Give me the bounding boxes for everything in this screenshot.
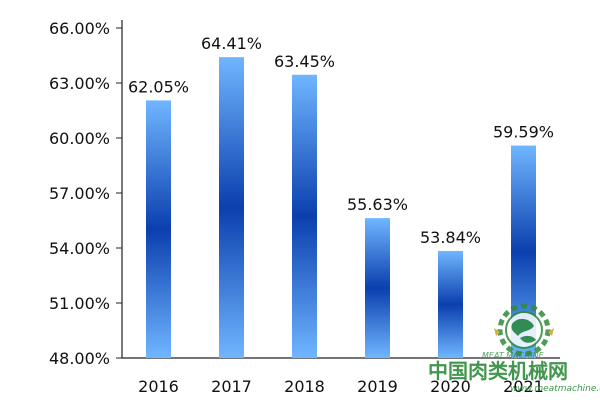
data-label-2016: 62.05% xyxy=(128,77,189,96)
data-label-2018: 63.45% xyxy=(274,52,335,71)
y-tick-label: 63.00% xyxy=(49,74,110,93)
x-tick-label: 2019 xyxy=(357,377,398,396)
watermark-logo-text: MEAT MACHINE xyxy=(482,351,545,360)
y-tick-label: 48.00% xyxy=(49,349,110,368)
data-label-2017: 64.41% xyxy=(201,34,262,53)
y-tick-label: 57.00% xyxy=(49,184,110,203)
bars xyxy=(146,57,536,359)
watermark-text: 中国肉类机械网 xyxy=(428,359,568,383)
x-tick-label: 2021 xyxy=(503,377,544,396)
x-axis: 2016 2017 2018 2019 2020 2021 xyxy=(122,357,560,396)
bar-2018 xyxy=(292,74,317,358)
bar-2017 xyxy=(219,57,244,359)
y-axis: 48.00% 51.00% 54.00% 57.00% 60.00% 63.00% 66.0… xyxy=(49,19,123,368)
data-label-2020: 53.84% xyxy=(420,228,481,247)
x-tick-label: 2017 xyxy=(211,377,252,396)
data-labels: 62.05% 64.41% 63.45% 55.63% 53.84% 59.59% xyxy=(128,34,554,247)
data-label-2021: 59.59% xyxy=(493,123,554,142)
watermark: MEAT MACHINE 中国肉类机械网 www.meatmachine.cn xyxy=(428,300,600,400)
y-tick-label: 66.00% xyxy=(49,19,110,38)
x-tick-label: 2020 xyxy=(430,377,471,396)
x-tick-label: 2018 xyxy=(284,377,325,396)
bar-2020 xyxy=(438,250,463,358)
y-tick-label: 54.00% xyxy=(49,239,110,258)
gear-globe-icon: MEAT MACHINE xyxy=(482,303,554,360)
y-tick-label: 51.00% xyxy=(49,294,110,313)
y-tick-label: 60.00% xyxy=(49,129,110,148)
bar-2019 xyxy=(365,218,390,358)
bar-2016 xyxy=(146,100,171,359)
data-label-2019: 55.63% xyxy=(347,195,408,214)
watermark-url: www.meatmachine.cn xyxy=(510,384,600,394)
x-tick-label: 2016 xyxy=(138,377,179,396)
